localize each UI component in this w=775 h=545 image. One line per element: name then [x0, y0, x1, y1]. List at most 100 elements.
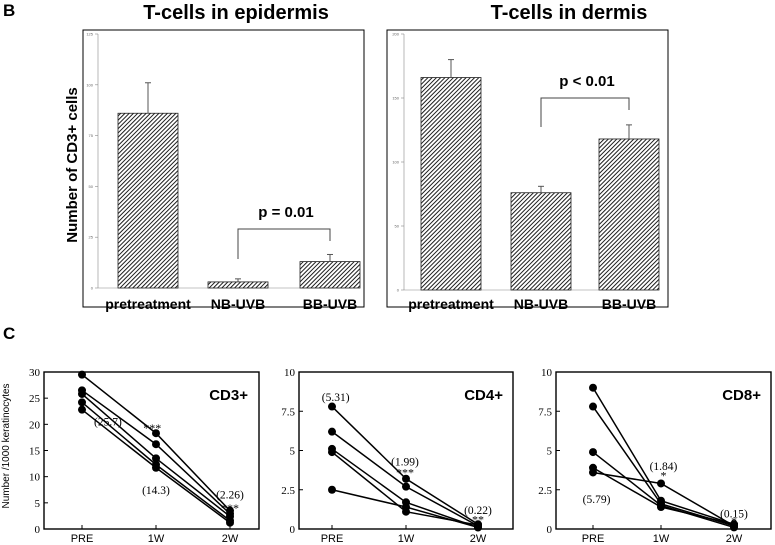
- chart-dermis-frame: [386, 29, 669, 308]
- ytick-label: 20: [29, 419, 41, 431]
- p-value-label: p < 0.01: [559, 73, 614, 90]
- mean-annotation: (0.15): [720, 508, 748, 520]
- data-point: [657, 503, 665, 512]
- ytick-label: 10: [541, 367, 553, 379]
- ytick-label: 10: [29, 472, 41, 484]
- chart-epidermis-title: T-cells in epidermis: [143, 2, 329, 24]
- chart-cd8: CD8+ 02.557.510(1.84)*(5.79)(0.15)*PRE 1W…: [538, 367, 772, 545]
- significance-stars: *: [731, 514, 737, 528]
- mean-annotation: (2.26): [216, 489, 244, 501]
- category-label: BB-UVB: [602, 296, 656, 312]
- significance-stars: ***: [396, 465, 414, 479]
- data-point: [402, 482, 410, 491]
- chart-cd4-label: CD4+: [464, 387, 503, 404]
- panel-c-ylabel: Number /1000 keratinocytes: [1, 383, 12, 508]
- mean-annotation: (5.79): [583, 494, 611, 506]
- ytick-label: 75: [89, 133, 94, 138]
- ytick-label: 25: [29, 393, 41, 405]
- ytick-label: 125: [86, 32, 93, 37]
- ytick-label: 7.5: [281, 406, 295, 418]
- ytick-label: 30: [29, 367, 41, 379]
- xtick-label: 1W: [653, 533, 670, 545]
- chart-epidermis: T-cells in epidermis Number of CD3+ cell…: [64, 2, 365, 312]
- ytick-label: 0: [35, 524, 41, 536]
- chart-epidermis-ylabel: Number of CD3+ cells: [64, 87, 81, 242]
- xtick-label: 2W: [470, 533, 487, 545]
- ytick-label: 5: [290, 446, 296, 458]
- category-label: pretreatment: [105, 296, 191, 312]
- panel-c-letter: C: [3, 324, 15, 343]
- ytick-label: 50: [395, 224, 400, 229]
- mean-annotation: (0.22): [464, 505, 492, 517]
- panel-b-letter: B: [3, 1, 15, 20]
- xtick-label: 1W: [148, 533, 165, 545]
- significance-bracket: [237, 228, 331, 259]
- ytick-label: 0: [290, 524, 296, 536]
- category-label: NB-UVB: [211, 296, 265, 312]
- data-point: [152, 454, 160, 463]
- significance-stars: ***: [221, 501, 239, 515]
- mean-annotation: (5.31): [322, 392, 350, 404]
- bar-pretreatment: [117, 112, 179, 289]
- ytick-label: 150: [392, 96, 399, 101]
- data-point: [78, 370, 86, 379]
- xtick-label: PRE: [71, 533, 94, 545]
- ytick-label: 50: [89, 184, 94, 189]
- data-point: [328, 427, 336, 436]
- category-label: BB-UVB: [303, 296, 357, 312]
- data-point: [589, 468, 597, 477]
- data-point: [328, 485, 336, 494]
- bar-bb-uvb: [299, 261, 361, 289]
- xtick-label: 2W: [222, 533, 239, 545]
- data-point: [152, 440, 160, 449]
- data-point: [402, 474, 410, 483]
- xtick-label: 1W: [398, 533, 415, 545]
- significance-bracket: [540, 97, 630, 127]
- ytick-label: 25: [89, 235, 94, 240]
- data-point: [226, 518, 234, 527]
- ytick-label: 0: [91, 286, 94, 291]
- ytick-label: 2.5: [538, 485, 552, 497]
- bar-pretreatment: [420, 77, 482, 291]
- data-point: [152, 429, 160, 438]
- ytick-label: 5: [547, 446, 553, 458]
- data-point: [78, 405, 86, 414]
- data-point: [589, 448, 597, 457]
- data-point: [402, 503, 410, 512]
- bar-nb-uvb: [207, 281, 269, 289]
- chart-cd4: CD4+ 0 2.5 5 7.5 10 (5.31) (1.99)*** (0.22)** PR…: [281, 367, 514, 545]
- data-point: [328, 448, 336, 457]
- ytick-label: 7.5: [538, 406, 552, 418]
- ytick-label: 0: [397, 288, 400, 293]
- significance-stars: ***: [143, 421, 161, 435]
- category-label: NB-UVB: [514, 296, 568, 312]
- ytick-label: 100: [86, 82, 93, 87]
- mean-annotation: (1.99): [391, 456, 419, 468]
- ytick-label: 0: [547, 524, 553, 536]
- ytick-label: 5: [35, 498, 41, 510]
- data-point: [152, 463, 160, 472]
- ytick-label: 200: [392, 32, 399, 37]
- significance-stars: **: [472, 513, 484, 527]
- data-point: [78, 398, 86, 407]
- category-label: pretreatment: [408, 296, 494, 312]
- data-point: [328, 402, 336, 411]
- data-point: [657, 479, 665, 488]
- data-point: [78, 389, 86, 398]
- ytick-label: 15: [29, 446, 41, 458]
- chart-cd3-label: CD3+: [209, 387, 248, 404]
- ytick-label: 2.5: [281, 485, 295, 497]
- significance-stars: *: [661, 469, 667, 483]
- xtick-label: PRE: [321, 533, 344, 545]
- p-value-label: p = 0.01: [258, 204, 313, 221]
- data-point: [589, 383, 597, 392]
- mean-annotation: (1.84): [650, 461, 678, 473]
- xtick-label: PRE: [582, 533, 605, 545]
- bar-nb-uvb: [510, 192, 572, 291]
- bar-bb-uvb: [598, 138, 660, 291]
- mean-annotation: (14.3): [142, 485, 170, 497]
- mean-annotation: (25.7): [94, 417, 122, 429]
